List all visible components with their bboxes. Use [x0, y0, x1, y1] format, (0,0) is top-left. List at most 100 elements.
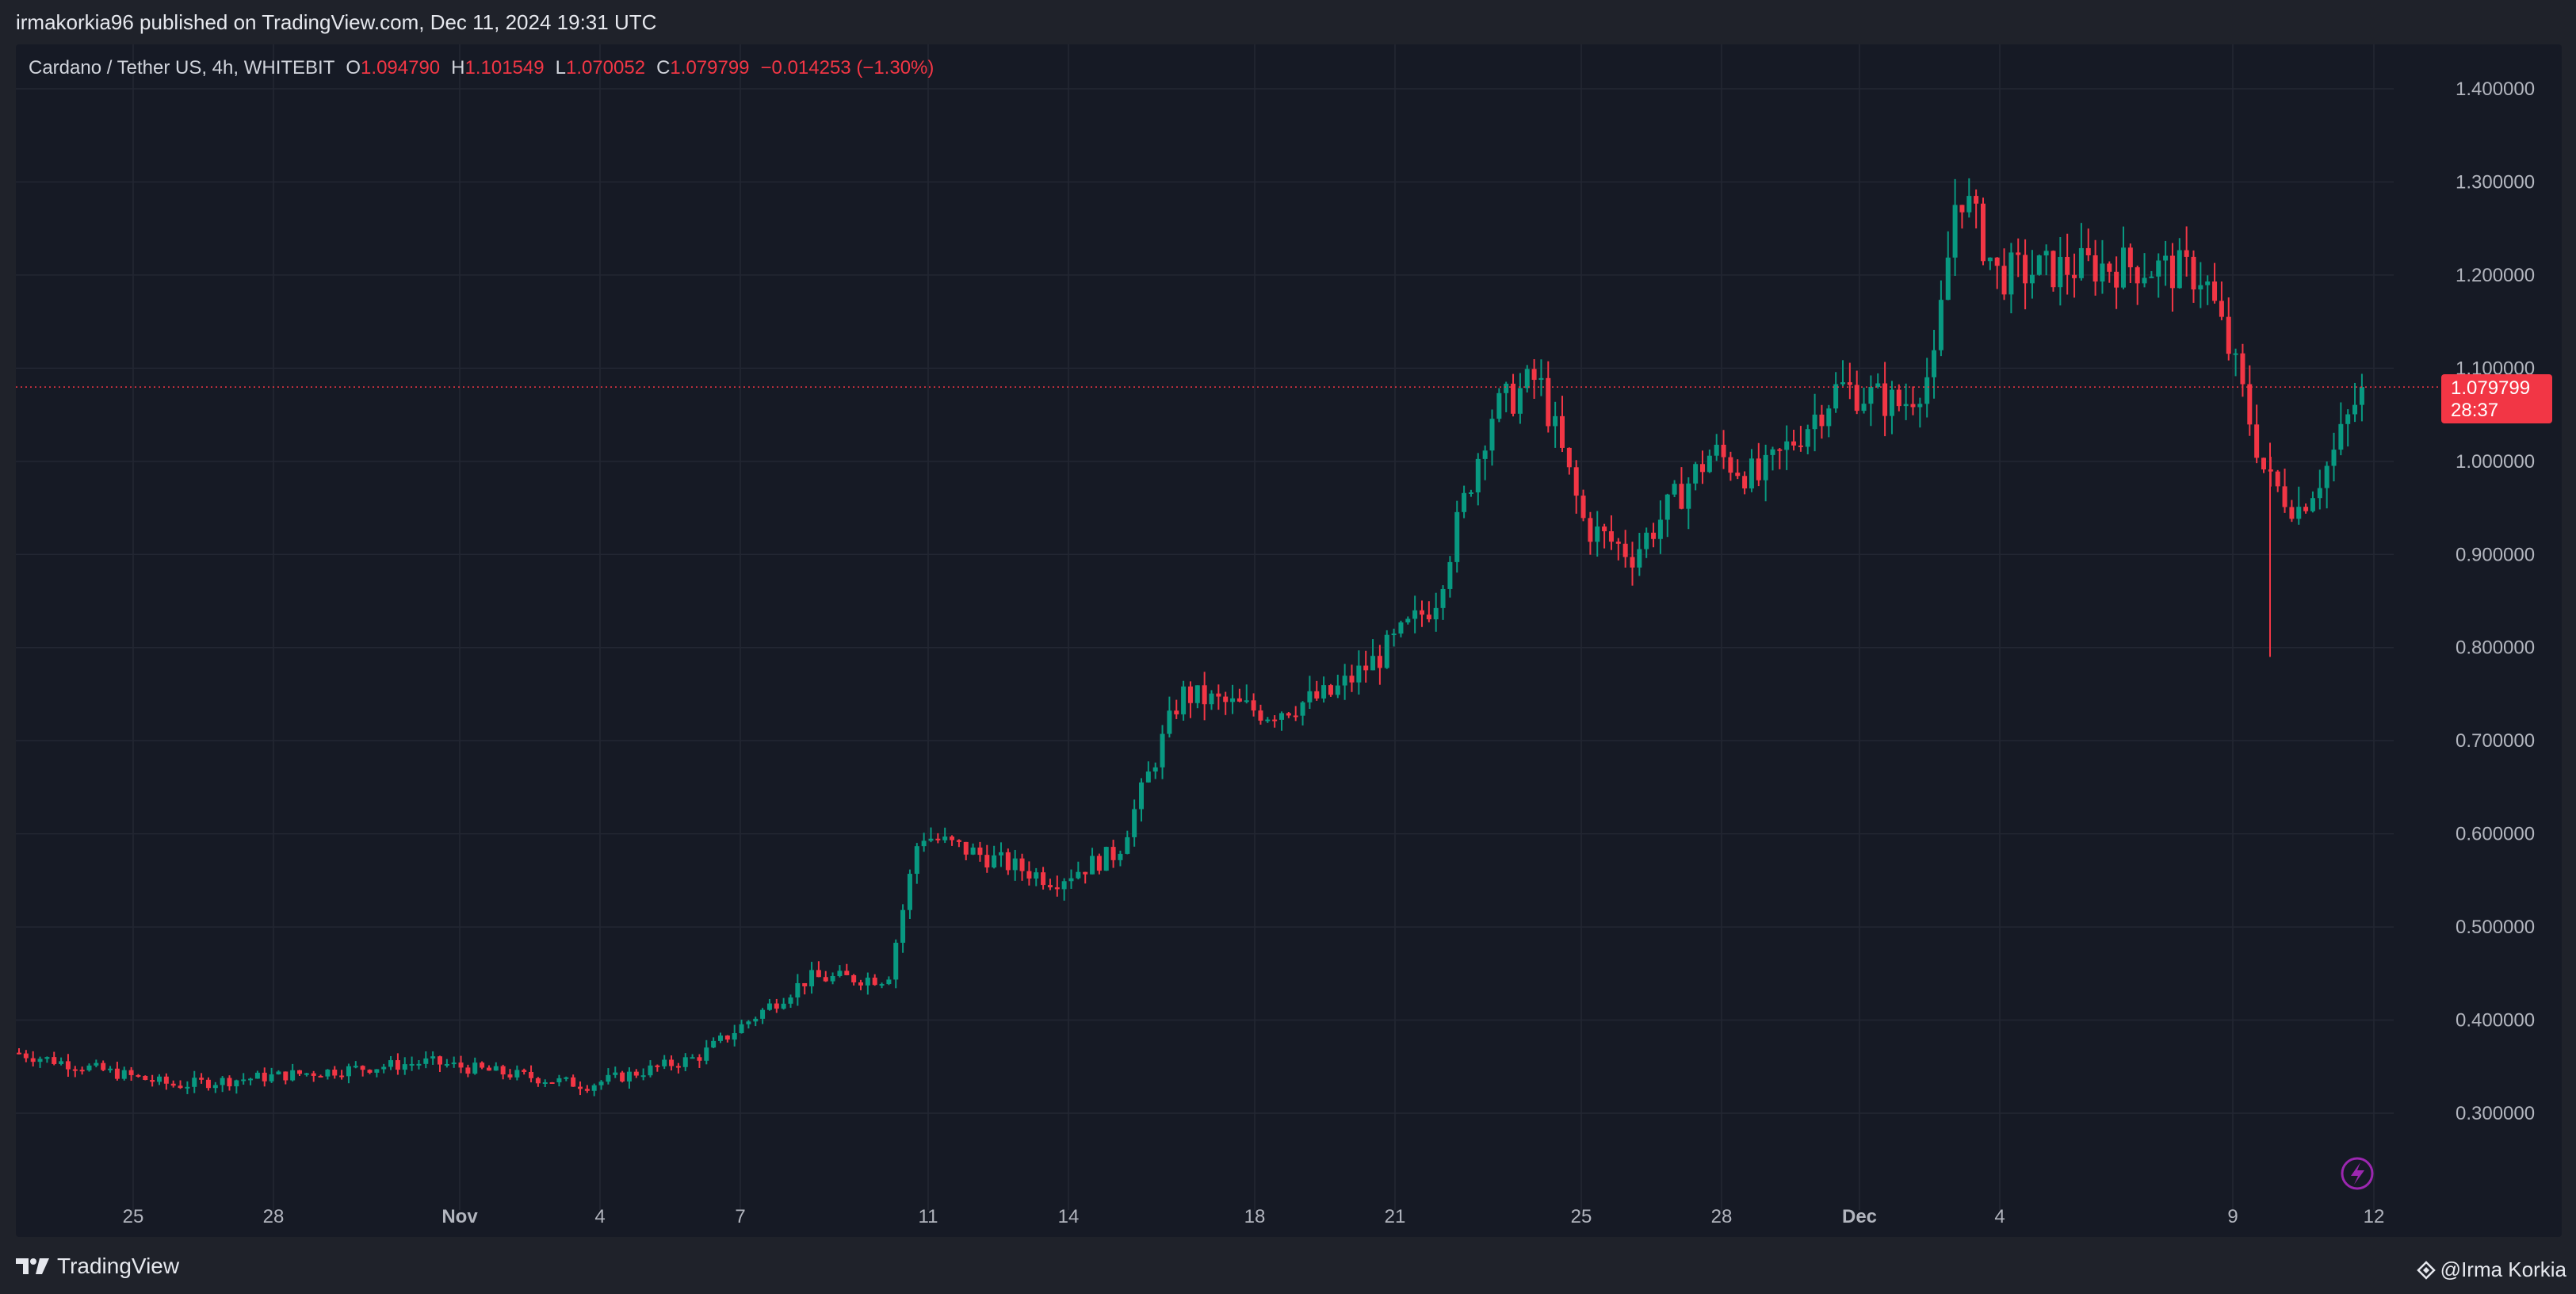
candle-body: [1812, 414, 1817, 430]
y-tick-label: 1.000000: [2456, 451, 2535, 473]
grid-lines: [16, 44, 2394, 1210]
y-tick-label: 0.500000: [2456, 917, 2535, 938]
low-value: 1.070052: [565, 57, 646, 78]
candle-body: [1938, 300, 1943, 350]
candle-body: [1721, 444, 1726, 457]
candle-body: [1637, 549, 1642, 568]
candle-body: [2352, 404, 2358, 415]
close-value: 1.079799: [670, 57, 750, 78]
candle-body: [879, 984, 885, 986]
candle-body: [529, 1071, 534, 1078]
candle-body: [2247, 384, 2253, 425]
candle-body: [500, 1066, 506, 1075]
candle-body: [1236, 698, 1242, 702]
candle-body: [549, 1082, 555, 1084]
candle-body: [1398, 622, 1404, 634]
candle-body: [542, 1082, 548, 1084]
candle-body: [507, 1074, 513, 1078]
candle-body: [367, 1070, 373, 1073]
candle-body: [2240, 353, 2245, 385]
candle-body: [1910, 404, 1916, 408]
candle-body: [30, 1058, 36, 1062]
chart-panel[interactable]: 1.400000 1.300000 1.200000 1.100000 1.000000…: [16, 44, 2562, 1237]
publish-info: irmakorkia96 published on TradingView.co…: [16, 10, 657, 34]
candle-body: [1630, 557, 1635, 568]
candle-body: [1202, 685, 1207, 705]
candle-body: [1644, 532, 1649, 549]
x-tick-label: 28: [1711, 1206, 1733, 1227]
y-tick-label: 1.300000: [2456, 171, 2535, 193]
candle-body: [1272, 719, 1278, 722]
candle-body: [1756, 458, 1761, 480]
candle-body: [1433, 607, 1439, 620]
candle-body: [1903, 404, 1909, 407]
candle-body: [1223, 696, 1229, 703]
lightning-icon[interactable]: [2341, 1157, 2374, 1190]
candle-body: [522, 1070, 527, 1072]
candle-body: [1560, 415, 1565, 448]
candle-body: [669, 1059, 675, 1066]
candle-body: [1981, 203, 1986, 262]
candle-body: [269, 1074, 274, 1082]
candlestick-chart[interactable]: 1.4000001.3000001.2000001.1000001.000000…: [16, 44, 2562, 1237]
candle-body: [2008, 252, 2014, 295]
candle-body: [480, 1062, 485, 1068]
candle-body: [2289, 507, 2295, 519]
candle-body: [311, 1073, 316, 1076]
candle-body: [556, 1078, 562, 1083]
candle-body: [1924, 377, 1930, 404]
candle-body: [416, 1063, 422, 1066]
open-label: O: [346, 57, 361, 78]
candle-body: [1034, 872, 1039, 879]
author-credit[interactable]: @Irma Korkia: [2416, 1258, 2566, 1282]
candle-body: [402, 1064, 407, 1070]
candle-body: [1987, 257, 1993, 262]
symbol-label[interactable]: Cardano / Tether US, 4h, WHITEBIT: [29, 57, 335, 78]
candle-body: [1595, 526, 1600, 542]
candle-body: [1019, 858, 1025, 871]
candle-body: [1672, 484, 1677, 495]
candle-body: [290, 1070, 296, 1081]
candles: [17, 178, 2364, 1097]
candle-body: [1546, 377, 1551, 427]
candle-body: [2156, 260, 2161, 277]
x-tick-label: Dec: [1842, 1206, 1877, 1227]
candle-body: [1160, 733, 1165, 768]
diamond-icon: [2416, 1260, 2436, 1280]
candle-body: [451, 1062, 457, 1065]
candle-body: [1391, 634, 1397, 636]
tradingview-logo[interactable]: TradingView: [16, 1254, 179, 1278]
candle-body: [2107, 263, 2112, 272]
candle-body: [1932, 350, 1937, 377]
candle-body: [942, 837, 948, 840]
candle-body: [1496, 392, 1502, 419]
candle-body: [648, 1065, 653, 1076]
candle-body: [1952, 205, 1958, 258]
candle-body: [2065, 256, 2070, 275]
brand-name: TradingView: [57, 1254, 180, 1278]
candle-body: [1763, 454, 1768, 480]
candle-body: [1125, 837, 1130, 854]
candle-body: [1784, 441, 1790, 450]
candle-body: [914, 846, 919, 875]
candle-body: [2275, 471, 2280, 487]
candle-body: [823, 977, 828, 982]
candle-body: [711, 1040, 717, 1048]
candle-body: [2135, 267, 2140, 284]
candle-body: [1945, 257, 1951, 301]
candle-body: [1664, 494, 1670, 520]
candle-body: [535, 1078, 541, 1084]
candle-body: [865, 978, 870, 986]
candle-body: [781, 1003, 786, 1009]
candle-body: [2317, 488, 2322, 499]
y-tick-label: 1.200000: [2456, 265, 2535, 286]
candle-body: [2226, 316, 2231, 354]
candle-body: [1118, 853, 1123, 860]
candle-body: [1139, 782, 1144, 810]
candle-body: [121, 1070, 127, 1079]
candle-body: [444, 1064, 449, 1066]
candle-body: [2296, 507, 2302, 519]
candle-body: [907, 874, 912, 910]
candle-body: [900, 909, 906, 944]
candle-body: [438, 1056, 442, 1065]
